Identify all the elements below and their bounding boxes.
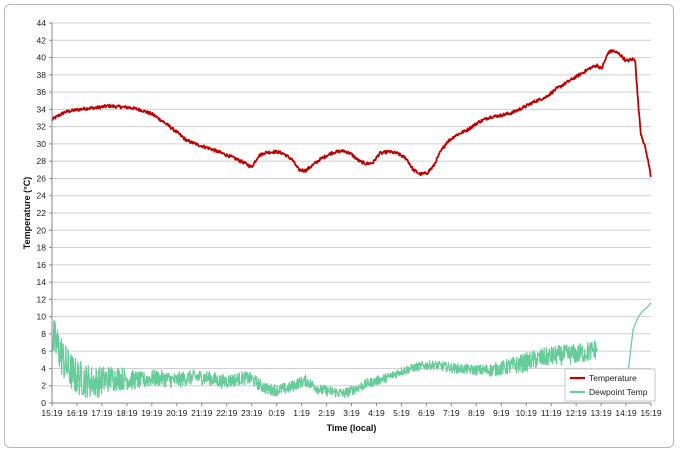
x-tick-label: 6:19 (418, 408, 435, 418)
y-tick-label: 44 (37, 18, 47, 28)
legend: Temperature Dewpoint Temp (564, 368, 656, 402)
x-tick-label: 3:19 (343, 408, 360, 418)
x-tick-label: 15:19 (640, 408, 662, 418)
x-tick-label: 7:19 (443, 408, 460, 418)
x-tick-label: 20:19 (166, 408, 188, 418)
x-tick-label: 11:19 (541, 408, 562, 418)
x-tick-label: 9:19 (493, 408, 510, 418)
y-tick-label: 2 (41, 381, 46, 391)
x-tick-label: 10:19 (516, 408, 538, 418)
chart-frame (4, 4, 674, 448)
x-tick-label: 23:19 (241, 408, 263, 418)
y-tick-label: 0 (41, 398, 46, 408)
y-tick-label: 42 (37, 35, 47, 45)
y-tick-label: 12 (37, 294, 47, 304)
y-tick-label: 18 (37, 243, 47, 253)
gridlines (52, 22, 651, 404)
y-tick-label: 22 (37, 208, 47, 218)
x-tick-label: 22:19 (216, 408, 238, 418)
x-tick-label: 4:19 (368, 408, 385, 418)
x-tick-label: 8:19 (468, 408, 485, 418)
y-tick-label: 38 (37, 70, 47, 80)
x-axis-ticks: 15:19 16:19 17:19 18:19 19:19 20:19 21:19 22:19… (41, 403, 662, 418)
y-tick-label: 10 (37, 312, 47, 322)
x-tick-label: 1:19 (293, 408, 310, 418)
y-tick-label: 6 (41, 346, 46, 356)
x-tick-label: 2:19 (318, 408, 335, 418)
series-line-dewpoint (628, 302, 652, 369)
y-axis-ticks: 0246810121416182022242628303234363840424… (37, 18, 52, 408)
x-tick-label: 19:19 (141, 408, 163, 418)
y-tick-label: 36 (37, 87, 47, 97)
series-line-dewpoint (51, 320, 598, 399)
y-tick-label: 26 (37, 173, 47, 183)
x-tick-label: 17:19 (91, 408, 113, 418)
y-tick-label: 4 (41, 363, 46, 373)
y-tick-label: 24 (37, 191, 47, 201)
y-tick-label: 34 (37, 104, 47, 114)
x-tick-label: 12:19 (565, 408, 587, 418)
x-tick-label: 18:19 (116, 408, 138, 418)
x-tick-label: 14:19 (615, 408, 637, 418)
y-tick-label: 8 (41, 329, 46, 339)
legend-box (564, 368, 656, 402)
x-tick-label: 5:19 (393, 408, 410, 418)
y-tick-label: 28 (37, 156, 47, 166)
y-tick-label: 14 (37, 277, 47, 287)
axes (51, 23, 651, 404)
y-tick-label: 20 (37, 225, 47, 235)
x-tick-label: 21:19 (191, 408, 213, 418)
x-tick-label: 0:19 (268, 408, 285, 418)
y-tick-label: 30 (37, 139, 47, 149)
legend-label-dewpoint: Dewpoint Temp (589, 387, 648, 397)
y-tick-label: 40 (37, 53, 47, 63)
x-tick-label: 16:19 (66, 408, 88, 418)
y-tick-label: 32 (37, 122, 47, 132)
legend-label-temperature: Temperature (589, 373, 637, 383)
x-axis-title: Time (local) (327, 423, 377, 433)
y-tick-label: 16 (37, 260, 47, 270)
x-tick-label: 13:19 (590, 408, 612, 418)
x-tick-label: 15:19 (41, 408, 63, 418)
series-line-temperature (51, 49, 652, 178)
series-lines (51, 49, 652, 399)
y-axis-title: Temperature (°C) (22, 177, 32, 249)
